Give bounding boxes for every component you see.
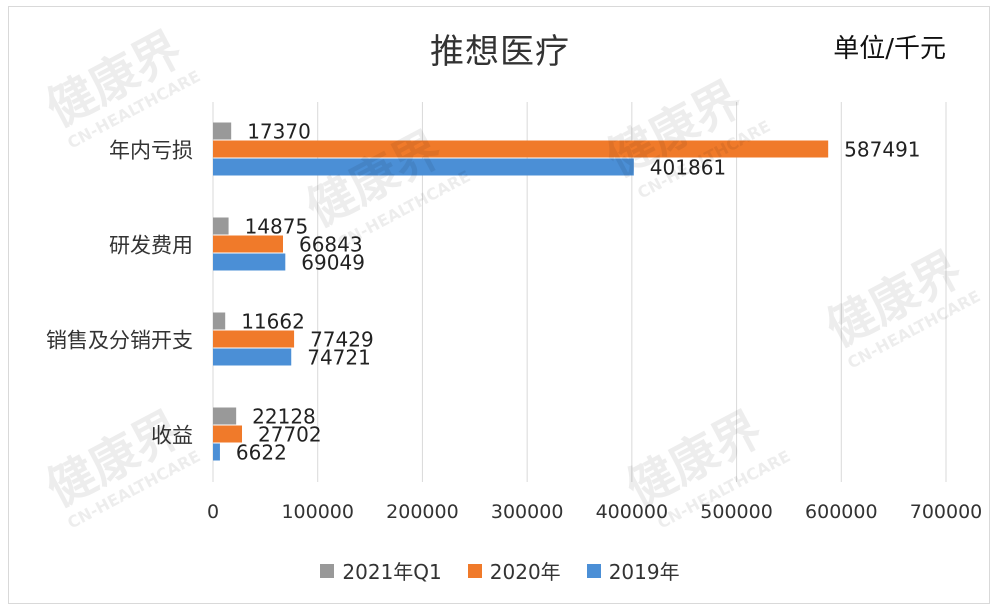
- data-label: 74721: [307, 346, 371, 370]
- chart-title: 推想医疗: [430, 32, 570, 72]
- x-tick-label: 0: [207, 501, 219, 523]
- data-label: 77429: [310, 328, 374, 352]
- legend-label-2020: 2020年: [489, 560, 561, 584]
- legend-label-2019: 2019年: [608, 560, 680, 584]
- x-tick-label: 700000: [910, 501, 983, 523]
- data-label: 27702: [258, 423, 322, 447]
- legend: 2021年Q1 2020年 2019年: [0, 556, 1000, 585]
- category-label: 销售及分销开支: [46, 329, 193, 353]
- bar: [213, 312, 226, 330]
- legend-swatch-2020: [467, 563, 482, 578]
- bar: [213, 330, 295, 348]
- data-label: 22128: [252, 405, 316, 429]
- category-label: 收益: [151, 424, 193, 448]
- data-label: 66843: [299, 233, 363, 257]
- x-tick-label: 500000: [700, 501, 773, 523]
- data-label: 69049: [301, 251, 365, 275]
- legend-item-2021q1: 2021年Q1: [320, 556, 442, 585]
- bar: [213, 122, 232, 140]
- legend-item-2020: 2020年: [467, 556, 561, 585]
- unit-label: 单位/千元: [833, 34, 946, 64]
- legend-swatch-2021q1: [320, 563, 335, 578]
- bar: [213, 158, 634, 176]
- x-tick-label: 600000: [805, 501, 878, 523]
- x-tick-label: 300000: [491, 501, 564, 523]
- bar: [213, 425, 243, 443]
- data-label: 401861: [650, 156, 726, 180]
- bar: [213, 253, 286, 271]
- legend-item-2019: 2019年: [586, 556, 680, 585]
- data-label: 6622: [236, 441, 287, 465]
- bar: [213, 235, 283, 253]
- legend-swatch-2019: [586, 563, 601, 578]
- bar: [213, 217, 229, 235]
- x-tick-label: 200000: [386, 501, 459, 523]
- data-label: 17370: [247, 120, 311, 144]
- data-label: 11662: [241, 310, 305, 334]
- x-tick-label: 400000: [596, 501, 669, 523]
- bar: [213, 407, 237, 425]
- bar: [213, 443, 220, 461]
- x-tick-label: 100000: [281, 501, 354, 523]
- category-label: 研发费用: [109, 234, 193, 258]
- category-label: 年内亏损: [109, 139, 193, 163]
- data-label: 587491: [844, 138, 920, 162]
- legend-label-2021q1: 2021年Q1: [342, 560, 442, 584]
- bar: [213, 140, 829, 158]
- bar: [213, 348, 292, 366]
- data-label: 14875: [245, 215, 309, 239]
